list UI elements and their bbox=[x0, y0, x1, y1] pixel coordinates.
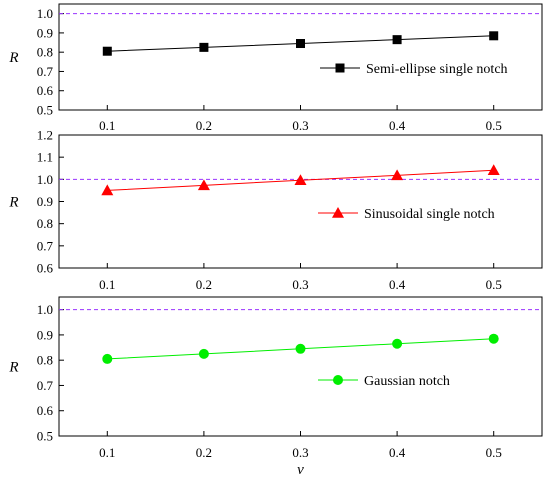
panel-3-ylabel: R bbox=[8, 360, 18, 376]
panel-1-xtick-label-2: 0.3 bbox=[292, 118, 308, 133]
panel-1-ytick-label-5: 1.0 bbox=[37, 6, 53, 21]
panel-3-ytick-label-3: 0.8 bbox=[37, 353, 53, 368]
panel-1-ytick-label-1: 0.6 bbox=[37, 83, 54, 98]
panel-2-frame bbox=[58, 134, 543, 269]
panel-3-ytick-label-1: 0.6 bbox=[37, 403, 54, 418]
panel-3-xtick-label-4: 0.5 bbox=[486, 445, 502, 460]
panel-2-xtick-label-3: 0.4 bbox=[389, 277, 406, 292]
panel-1-point-1 bbox=[199, 42, 209, 52]
panel-2-point-4 bbox=[487, 164, 500, 176]
panel-2-xtick-label-2: 0.3 bbox=[292, 277, 308, 292]
panel-1-point-4 bbox=[489, 31, 499, 41]
panel-3-xtick-label-2: 0.3 bbox=[292, 445, 308, 460]
panel-1-ytick-label-0: 0.5 bbox=[37, 103, 53, 118]
panel-1-point-3 bbox=[392, 35, 402, 45]
panel-1-legend-label: Semi-ellipse single notch bbox=[366, 62, 508, 77]
panel-2-point-1 bbox=[197, 179, 210, 191]
panel-1-point-0 bbox=[102, 46, 112, 56]
panel-1-xtick-label-3: 0.4 bbox=[389, 118, 406, 133]
panel-2-xtick-label-1: 0.2 bbox=[196, 277, 212, 292]
panel-2-ylabel: R bbox=[8, 195, 18, 211]
panel-3-legend-label: Gaussian notch bbox=[364, 374, 450, 389]
panel-2-ytick-label-3: 0.9 bbox=[37, 194, 53, 209]
panel-2-ytick-label-0: 0.6 bbox=[37, 261, 54, 276]
panel-1-point-2 bbox=[296, 39, 305, 49]
panel-1-ytick-label-4: 0.9 bbox=[37, 25, 53, 40]
panel-2-ytick-label-1: 0.7 bbox=[37, 238, 54, 253]
panel-2-point-0 bbox=[101, 184, 114, 196]
panel-3-ytick-label-0: 0.5 bbox=[37, 429, 53, 444]
panel-3-point-3 bbox=[392, 338, 403, 349]
panel-3-xlabel: v bbox=[297, 462, 304, 475]
panel-3-ytick-label-2: 0.7 bbox=[37, 378, 54, 393]
panel-2-ytick-label-4: 1.0 bbox=[37, 172, 53, 187]
panel-2-legend-marker bbox=[332, 207, 344, 218]
panel-2-ytick-label-5: 1.1 bbox=[37, 150, 53, 165]
panel-3-legend-marker bbox=[333, 375, 343, 385]
panel-1-ylabel: R bbox=[8, 50, 18, 66]
panel-1-frame bbox=[58, 3, 543, 111]
panel-2-point-2 bbox=[294, 174, 307, 186]
panel-3-point-2 bbox=[295, 343, 306, 354]
panel-3-xtick-label-1: 0.2 bbox=[196, 445, 212, 460]
panel-3-ytick-label-5: 1.0 bbox=[37, 302, 53, 317]
panel-3-point-4 bbox=[488, 333, 499, 344]
panel-2-ytick-label-6: 1.2 bbox=[37, 128, 53, 143]
panel-3-frame bbox=[58, 296, 543, 437]
panel-1-ytick-label-3: 0.8 bbox=[37, 45, 53, 60]
panel-2-ytick-label-2: 0.8 bbox=[37, 216, 53, 231]
panel-1-xtick-label-4: 0.5 bbox=[486, 118, 502, 133]
panel-3-point-1 bbox=[198, 348, 209, 359]
panel-3-ytick-label-4: 0.9 bbox=[37, 327, 53, 342]
panel-1-ytick-label-2: 0.7 bbox=[37, 64, 54, 79]
panel-3-xtick-label-0: 0.1 bbox=[99, 445, 115, 460]
panel-1-xtick-label-0: 0.1 bbox=[99, 118, 115, 133]
panel-2-xtick-label-0: 0.1 bbox=[99, 277, 115, 292]
panel-2-point-3 bbox=[391, 169, 404, 181]
panel-1-legend-marker bbox=[335, 63, 345, 73]
panel-2-legend-label: Sinusoidal single notch bbox=[364, 207, 495, 222]
panel-3-xtick-label-3: 0.4 bbox=[389, 445, 406, 460]
panel-2-xtick-label-4: 0.5 bbox=[486, 277, 502, 292]
panel-1-xtick-label-1: 0.2 bbox=[196, 118, 212, 133]
panel-3-point-0 bbox=[102, 353, 113, 364]
